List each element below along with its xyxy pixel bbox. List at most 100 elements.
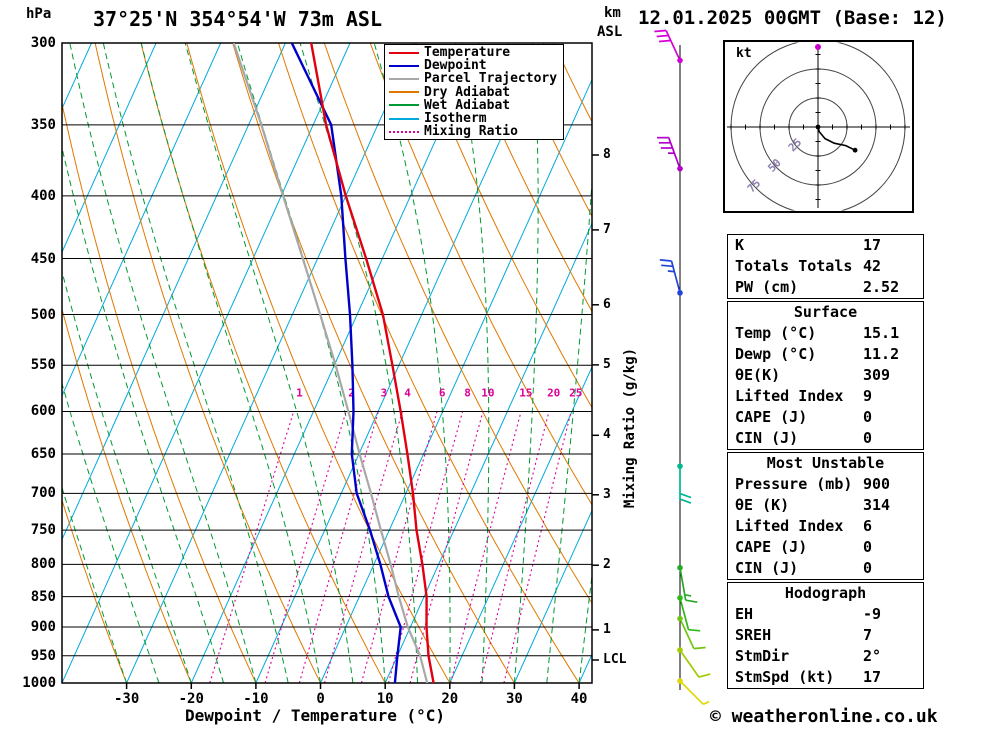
table-row: Temp (°C) 15.1: [728, 323, 923, 344]
wind-barb-column: [654, 29, 711, 706]
sounding-curves: [232, 43, 435, 683]
table-row-value: 0: [863, 408, 873, 426]
legend: Temperature Dewpoint Parcel Trajectory Dry …: [384, 44, 564, 141]
table-row-value: 314: [863, 496, 891, 514]
legend-line-sample-dewpoint: [389, 64, 419, 67]
table-row-label: PW (cm): [735, 278, 799, 296]
table-row-label: Dewp (°C): [735, 345, 817, 363]
legend-line-sample-parcel-trajectory: [389, 77, 419, 80]
km-tick-label: 8: [603, 147, 611, 162]
table-surface: Surface Temp (°C) 15.1 Dewp (°C) 11.2 θE(K) 30…: [727, 301, 924, 450]
mixing-ratio-label: 3: [380, 386, 387, 399]
wind-barb: [677, 647, 711, 678]
table-row-label: θE (K): [735, 496, 790, 514]
temp-tick-label: 30: [506, 691, 523, 707]
legend-item-label: Temperature: [424, 45, 511, 61]
mixing-ratio-label: 15: [519, 386, 532, 399]
legend-item: Isotherm: [389, 111, 563, 126]
wind-level-dot: [677, 290, 683, 296]
table-row: θE (K) 314: [728, 495, 923, 516]
temperature-curve: [310, 43, 435, 683]
x-axis-title: Dewpoint / Temperature (°C): [184, 706, 446, 725]
table-row-label: CAPE (J): [735, 538, 808, 556]
legend-line-sample-wet-adiabat: [389, 104, 419, 107]
pressure-axis-unit: hPa: [26, 6, 52, 22]
right-axis-unit-asl: ASL: [597, 24, 623, 40]
pressure-tick-label: 850: [30, 588, 56, 605]
dewpoint-curve: [290, 43, 402, 683]
wind-barb: [677, 615, 706, 650]
legend-line-sample-mixing-ratio: [389, 130, 419, 133]
table-row-value: 6: [863, 517, 873, 535]
table-row-value: 17: [863, 668, 882, 686]
temp-tick-label: 40: [570, 691, 588, 707]
pressure-tick-label: 1000: [22, 675, 56, 691]
plot-border: [61, 42, 593, 684]
km-tick-label: 6: [603, 296, 611, 312]
table-row-label: Totals Totals: [735, 257, 853, 275]
wind-barb: [677, 595, 701, 632]
pressure-tick-label: 950: [30, 647, 56, 664]
table-row-value: 11.2: [863, 345, 900, 363]
table-row-value: 900: [863, 475, 891, 493]
temp-tick-label: -10: [243, 691, 269, 707]
legend-line-sample-dry-adiabat: [389, 91, 419, 94]
pressure-tick-label: 700: [30, 485, 56, 502]
table-header: Hodograph: [784, 584, 867, 602]
mixing-ratio-label: 1: [296, 386, 303, 399]
table-row-label: Pressure (mb): [735, 475, 853, 493]
legend-item: Parcel Trajectory: [389, 71, 563, 87]
table-row-label: StmSpd (kt): [735, 668, 835, 686]
pressure-tick-label: 500: [30, 306, 56, 323]
table-row-label: SREH: [735, 626, 772, 644]
wind-barb: [677, 564, 698, 604]
legend-item-label: Parcel Trajectory: [424, 71, 558, 87]
legend-item-label: Wet Adiabat: [424, 97, 511, 113]
wind-barb: [659, 259, 683, 296]
table-row-value: 7: [863, 626, 873, 644]
table-row-value: -9: [863, 605, 882, 623]
wind-level-dot: [677, 165, 683, 172]
right-axis-unit-km: km: [604, 5, 621, 21]
mixing-ratio-label: 25: [569, 386, 582, 399]
legend-line-sample-temperature: [389, 51, 419, 54]
table-row-label: θE(K): [735, 366, 781, 384]
table-row: Lifted Index 6: [728, 516, 923, 537]
table-row-value: 0: [863, 559, 873, 577]
table-row: CIN (J) 0: [728, 428, 923, 449]
hodograph-trace-end-dot: [852, 147, 858, 153]
temp-axis-ticks: [125, 683, 580, 689]
mixing-ratio-axis-title: Mixing Ratio (g/kg): [622, 347, 638, 509]
pressure-tick-label: 600: [30, 403, 56, 420]
wind-barb: [656, 136, 683, 172]
legend-item: Mixing Ratio: [389, 124, 563, 139]
hodograph-axes: [727, 46, 910, 208]
table-row-value: 0: [863, 538, 873, 556]
km-tick-label: 1: [603, 621, 611, 637]
table-row: Dewp (°C) 11.2: [728, 344, 923, 365]
table-row: Lifted Index 9: [728, 386, 923, 407]
indices-tables: K 17 Totals Totals 42 PW (cm) 2.52 Surface Temp…: [727, 234, 924, 691]
temp-tick-label: 10: [376, 691, 394, 707]
mixing-ratio-label: 6: [439, 386, 446, 399]
table-row: θE(K) 309: [728, 365, 923, 386]
table-row-label: Lifted Index: [735, 387, 844, 405]
km-tick-label: 2: [603, 557, 611, 573]
table-row: PW (cm) 2.52: [728, 277, 923, 298]
km-tick-label: 5: [603, 356, 611, 372]
table-row-label: StmDir: [735, 647, 790, 665]
table-header: Most Unstable: [766, 454, 885, 472]
parcel-trajectory-curve: [232, 43, 429, 683]
legend-item-label: Dewpoint: [424, 58, 487, 74]
table-row-value: 0: [863, 429, 873, 447]
table-row-label: CAPE (J): [735, 408, 808, 426]
table-header: Surface: [793, 303, 858, 321]
temp-tick-label: 20: [441, 691, 459, 707]
table-row: StmSpd (kt) 17: [728, 667, 923, 688]
table-row-value: 2°: [863, 647, 882, 665]
table-row-label: Temp (°C): [735, 324, 817, 342]
wind-level-dot: [677, 564, 683, 571]
hodograph-unit-label: kt: [736, 46, 752, 61]
pressure-tick-label: 550: [30, 357, 56, 374]
